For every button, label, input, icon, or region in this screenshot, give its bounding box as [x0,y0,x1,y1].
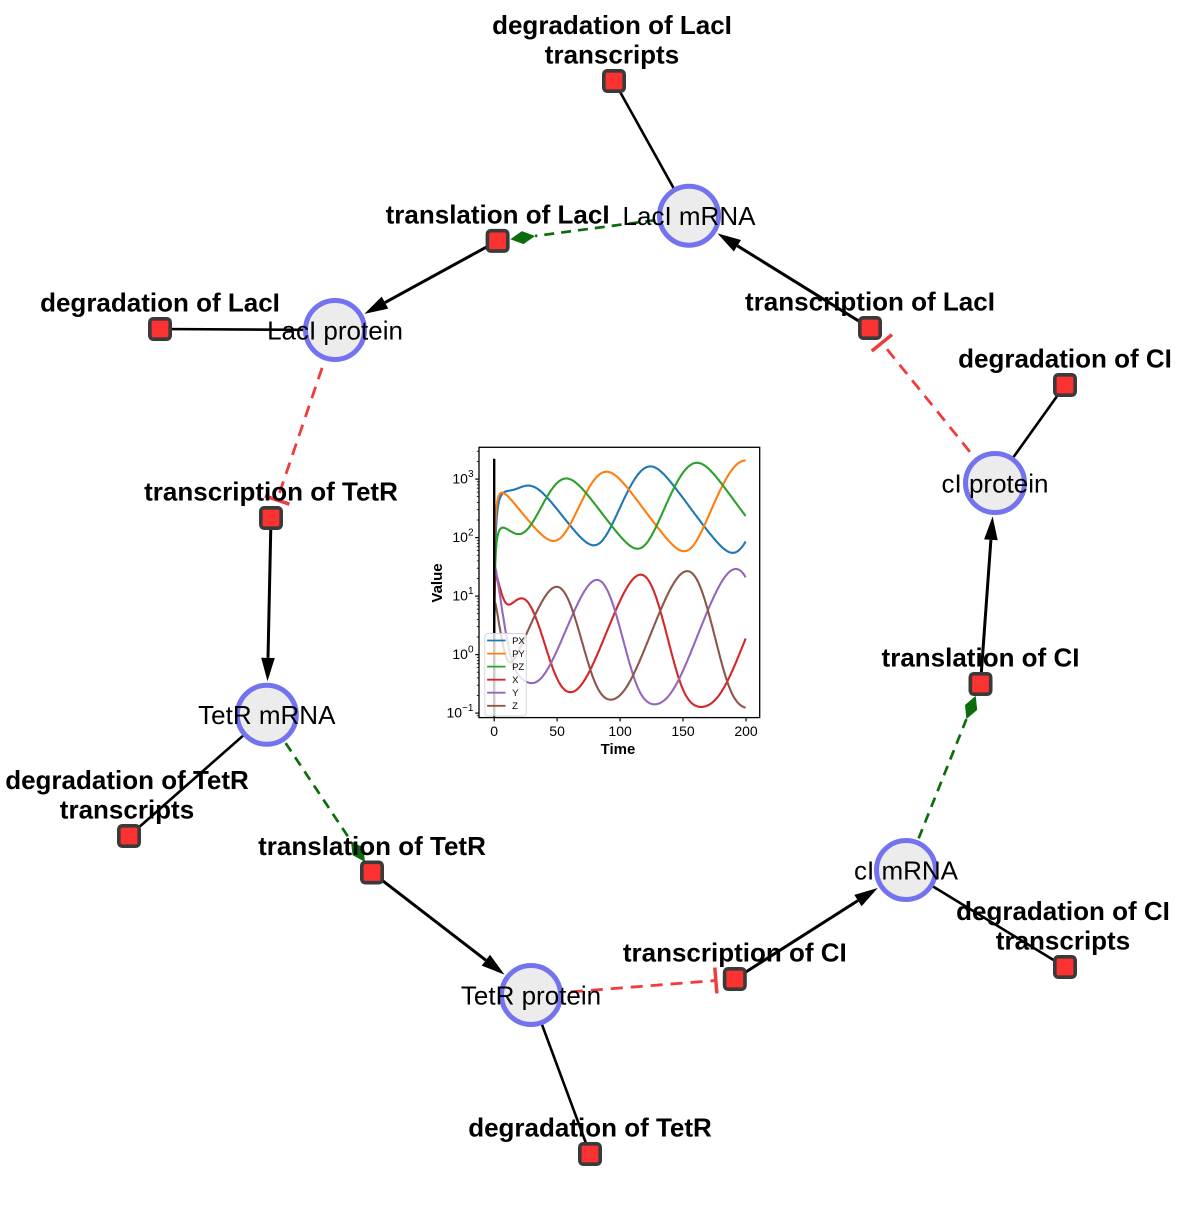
svg-text:10−1: 10−1 [447,703,474,721]
svg-text:degradation of LacI: degradation of LacI [492,10,732,40]
svg-text:transcripts: transcripts [996,926,1130,956]
svg-text:PZ: PZ [512,662,524,673]
svg-text:cI mRNA: cI mRNA [854,855,959,885]
svg-text:100: 100 [608,723,632,739]
svg-text:degradation of CI: degradation of CI [956,896,1170,926]
svg-text:transcripts: transcripts [545,40,679,70]
svg-text:50: 50 [549,723,565,739]
svg-text:transcription of CI: transcription of CI [623,938,847,968]
svg-text:PY: PY [512,649,525,660]
svg-text:Time: Time [601,741,636,758]
svg-text:Y: Y [512,688,519,699]
svg-text:Value: Value [429,563,446,602]
svg-text:0: 0 [490,723,498,739]
svg-text:103: 103 [452,469,474,487]
svg-text:transcripts: transcripts [60,795,194,825]
svg-text:PX: PX [512,636,525,647]
svg-text:translation of TetR: translation of TetR [258,831,486,861]
svg-text:transcription of LacI: transcription of LacI [745,287,995,317]
svg-text:100: 100 [452,645,474,663]
svg-text:degradation of TetR: degradation of TetR [5,765,249,795]
svg-text:LacI protein: LacI protein [267,315,403,345]
svg-text:150: 150 [671,723,695,739]
svg-text:LacI mRNA: LacI mRNA [623,201,757,231]
svg-text:degradation of LacI: degradation of LacI [40,288,280,318]
svg-text:101: 101 [452,586,474,604]
svg-text:transcription of TetR: transcription of TetR [144,477,398,507]
svg-text:TetR protein: TetR protein [461,980,601,1010]
svg-text:cI protein: cI protein [942,468,1049,498]
svg-text:degradation of CI: degradation of CI [958,344,1172,374]
svg-text:translation of LacI: translation of LacI [386,200,610,230]
svg-text:TetR mRNA: TetR mRNA [198,700,336,730]
svg-text:200: 200 [734,723,758,739]
svg-text:degradation of TetR: degradation of TetR [468,1113,712,1143]
svg-text:translation of CI: translation of CI [882,643,1080,673]
svg-text:102: 102 [452,528,474,546]
svg-text:X: X [512,675,519,686]
svg-text:Z: Z [512,701,518,712]
